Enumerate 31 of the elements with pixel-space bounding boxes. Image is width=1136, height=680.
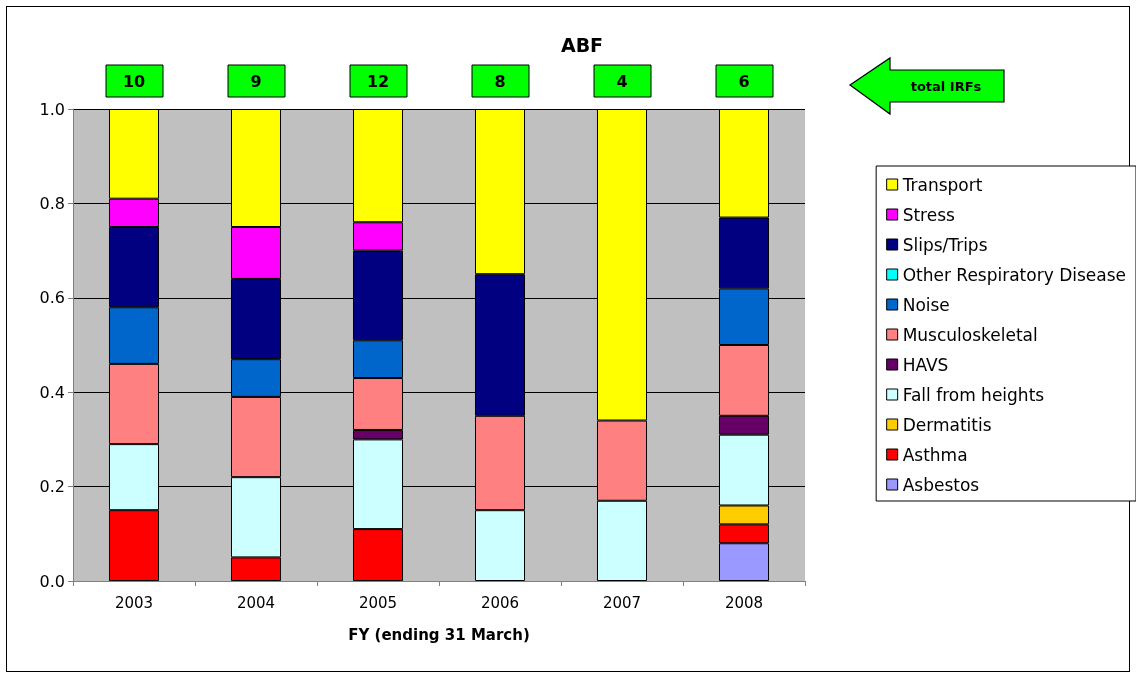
x-tick-label: 2008 xyxy=(724,593,764,612)
text: 6 xyxy=(738,71,750,91)
x-tick-label: 2005 xyxy=(358,593,398,612)
legend-label: Asthma xyxy=(902,444,968,465)
text: 8 xyxy=(494,71,506,91)
y-tick-label: 0.6 xyxy=(39,288,65,308)
chart-title: ABF xyxy=(560,33,604,56)
y-tick-label: 0.4 xyxy=(39,382,65,402)
x-tick-label: 2003 xyxy=(114,593,154,612)
legend-label: Musculoskeletal xyxy=(902,324,1038,345)
legend-label: Transport xyxy=(901,174,983,195)
x-axis-title: FY (ending 31 March) xyxy=(348,625,530,644)
text: 9 xyxy=(250,71,262,91)
y-tick-label: 0.8 xyxy=(39,193,65,213)
legend-label: Other Respiratory Disease xyxy=(902,264,1126,285)
y-tick-label: 0.0 xyxy=(39,571,65,591)
x-tick-label: 2006 xyxy=(480,593,520,612)
y-tick-label: 0.2 xyxy=(39,477,65,497)
legend-label: Fall from heights xyxy=(902,384,1045,405)
legend-label: Dermatitis xyxy=(902,414,992,435)
legend-label: Asbestos xyxy=(902,474,980,495)
legend-label: HAVS xyxy=(902,354,949,375)
x-tick-label: 2004 xyxy=(236,593,276,612)
legend-label: Noise xyxy=(902,294,950,315)
x-tick-label: 2007 xyxy=(602,593,642,612)
legend-label: Stress xyxy=(902,204,956,225)
y-tick-label: 1.0 xyxy=(39,99,65,119)
text: 10 xyxy=(122,71,146,91)
text: 12 xyxy=(366,71,390,91)
legend-label: Slips/Trips xyxy=(902,234,988,255)
text: 4 xyxy=(616,71,628,91)
